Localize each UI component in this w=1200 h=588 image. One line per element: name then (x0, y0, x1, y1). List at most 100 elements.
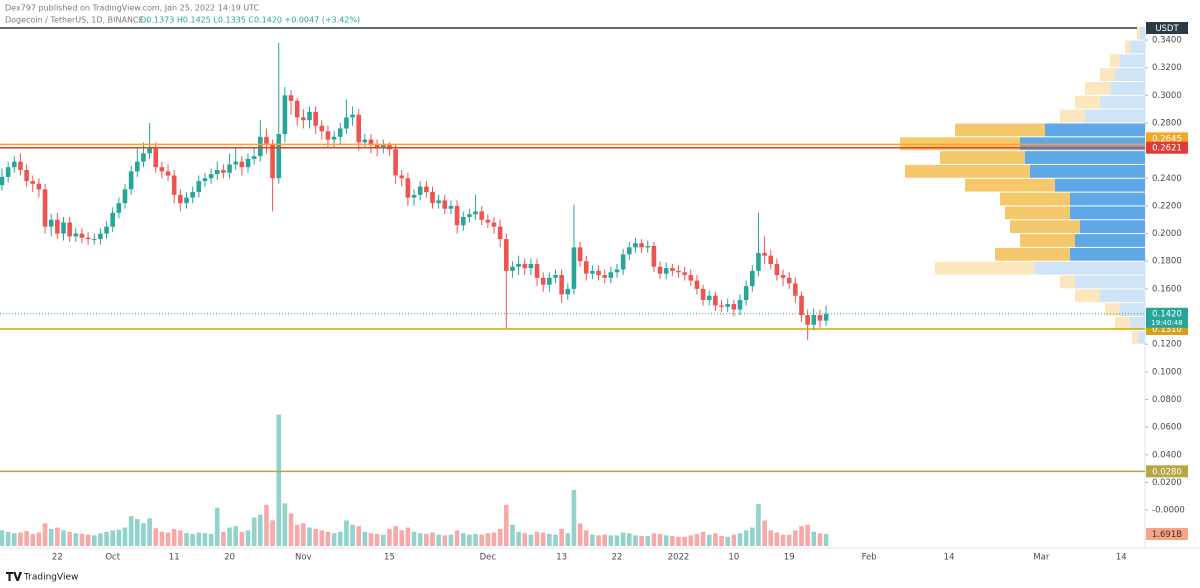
y-tick-label: 0.3000 (1152, 91, 1182, 101)
candle-body (473, 211, 478, 215)
candle-body (823, 313, 829, 321)
logo-text: TradingView (23, 573, 78, 583)
y-tick-label: 0.0600 (1152, 423, 1182, 433)
candle-body (73, 233, 79, 237)
x-tick-label: 15 (384, 553, 395, 563)
volume-bar (424, 533, 429, 546)
candle-body (159, 167, 165, 172)
volume-bar (405, 527, 411, 546)
candle-body (479, 211, 484, 220)
candle-body (596, 270, 601, 276)
profile-up (1070, 247, 1145, 261)
volume-bar (479, 534, 484, 546)
x-tick-label: 14 (1116, 553, 1127, 563)
candle-body (504, 239, 509, 271)
volume-bar (362, 531, 368, 546)
candle-body (577, 247, 583, 262)
x-tick-label: 2022 (668, 553, 690, 563)
symbol: Dogecoin / TetherUS, 1D, BINANCE (5, 16, 144, 25)
candle-body (98, 233, 103, 240)
candle-body (48, 219, 54, 227)
candle-body (436, 200, 441, 204)
candle-body (725, 304, 730, 307)
volume-bar (676, 536, 681, 546)
volume-bar (596, 535, 601, 546)
candle-body (67, 222, 72, 237)
candle-body (553, 275, 558, 278)
candle-body (805, 315, 810, 325)
candle-body (276, 134, 282, 179)
volume-bar (98, 533, 103, 546)
candle-body (540, 277, 546, 285)
volume-bar (393, 526, 398, 546)
level-label: 0.2645 (1152, 134, 1182, 144)
candle-body (663, 268, 669, 274)
profile-down (955, 123, 1045, 137)
volume-bar (411, 531, 417, 546)
profile-up (1070, 192, 1145, 206)
candle-body (239, 161, 245, 168)
candle-body (24, 169, 29, 182)
volume-bar (663, 535, 669, 546)
volume-bar (713, 533, 718, 546)
x-tick-label: 22 (612, 553, 623, 563)
volume-bar (42, 523, 48, 546)
volume-bar (639, 536, 644, 546)
last-price-badge (1146, 307, 1188, 328)
volume-bar (817, 533, 823, 546)
volume-bar (657, 533, 663, 546)
currency: USDT (1155, 24, 1179, 34)
profile-up (1080, 220, 1145, 234)
candle-body (756, 252, 761, 271)
volume-bar (510, 524, 515, 546)
profile-down (1005, 206, 1070, 220)
candle-body (178, 194, 183, 204)
volume-bar (0, 530, 5, 546)
volume-bar (264, 504, 269, 546)
volume-bar (337, 531, 343, 546)
volume-bar (467, 534, 472, 546)
candle-body (694, 280, 700, 289)
volume-bar (793, 530, 798, 546)
profile-down (1075, 95, 1100, 109)
volume-bar (313, 528, 318, 546)
countdown: 19:40:48 (1151, 319, 1182, 327)
volume-bar (307, 527, 312, 546)
y-tick-label: -0.0000 (1152, 506, 1185, 516)
candle-body (301, 117, 306, 121)
y-tick-label: 0.3400 (1152, 36, 1182, 46)
axes: 0.3400 0.3200 0.3000 0.2800 0.2400 0.2200 0.20… (52, 36, 1185, 563)
profile-down (995, 247, 1070, 261)
volume-bar (18, 532, 23, 546)
candle-body (36, 183, 42, 190)
volume-bar (387, 528, 392, 546)
candle-body (497, 226, 503, 240)
volume-bar (147, 518, 152, 546)
candle-body (153, 147, 159, 168)
profile-down (905, 164, 1030, 178)
candle-body (5, 167, 11, 177)
volume-bar (368, 533, 374, 546)
candle-body (251, 156, 257, 159)
volume-bar (374, 533, 380, 546)
candle-body (55, 219, 60, 234)
candle-body (227, 164, 232, 173)
volume-bar (319, 530, 325, 546)
profile-up (1045, 123, 1145, 137)
volume-bar (553, 534, 558, 546)
candle-body (61, 222, 66, 234)
candle-body (774, 263, 780, 276)
profile-down (1060, 109, 1085, 123)
candle-body (245, 158, 251, 168)
profile-down (1132, 330, 1138, 344)
candle-body (602, 275, 607, 278)
profile-down (1100, 68, 1115, 82)
candle-body (184, 197, 189, 204)
candle-body (214, 169, 220, 175)
profile-down (1137, 26, 1140, 40)
profile-up (1100, 289, 1145, 303)
candle-body (417, 186, 423, 195)
volume-bar (48, 528, 54, 546)
